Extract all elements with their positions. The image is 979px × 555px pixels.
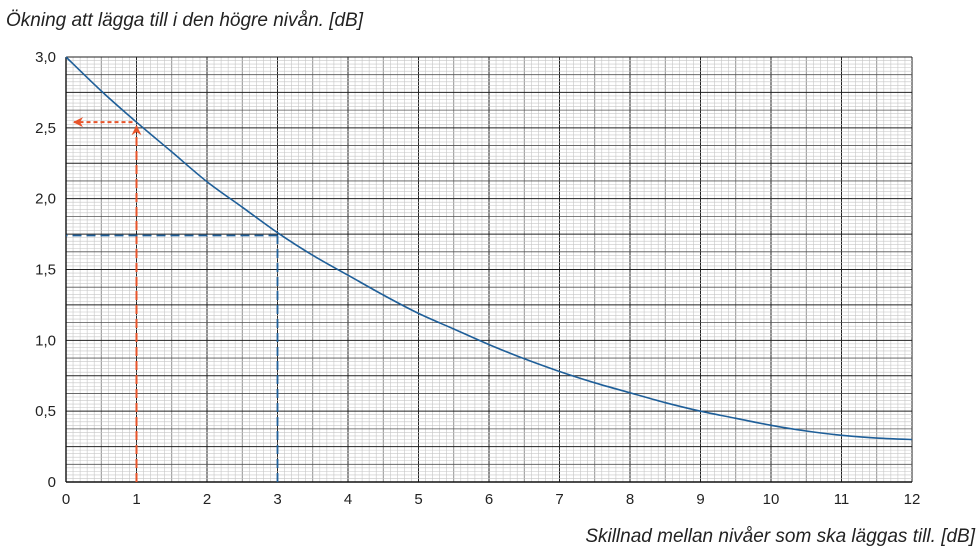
guide-lines — [66, 117, 279, 482]
x-tick-label: 9 — [696, 491, 704, 508]
x-axis-label: Skillnad mellan nivåer som ska läggas ti… — [585, 526, 975, 547]
x-tick-label: 0 — [62, 491, 70, 508]
x-tick-label: 5 — [414, 491, 422, 508]
x-tick-label: 4 — [344, 491, 352, 508]
x-tick-label: 12 — [904, 491, 921, 508]
y-tick-label: 0,5 — [35, 403, 56, 420]
y-tick-label: 1,0 — [35, 332, 56, 349]
y-tick-label: 2,5 — [35, 120, 56, 137]
x-tick-label: 2 — [203, 491, 211, 508]
curves — [65, 56, 913, 441]
y-tick-label: 1,5 — [35, 262, 56, 279]
y-tick-label: 2,0 — [35, 191, 56, 208]
series-line-0 — [65, 56, 913, 441]
x-tick-label: 11 — [834, 491, 850, 508]
x-ticks: 0 1 2 3 4 5 6 7 8 9 10 11 12 — [62, 491, 921, 508]
y-axis-label: Ökning att lägga till i den högre nivån.… — [6, 10, 364, 31]
x-tick-label: 3 — [273, 491, 281, 508]
x-tick-label: 6 — [485, 491, 493, 508]
x-tick-label: 8 — [626, 491, 634, 508]
y-ticks: 0 0,5 1,0 1,5 2,0 2,5 3,0 — [35, 49, 56, 491]
x-tick-label: 10 — [763, 491, 780, 508]
y-tick-label: 3,0 — [35, 49, 56, 66]
x-tick-label: 7 — [555, 491, 563, 508]
x-tick-label: 1 — [132, 491, 140, 508]
y-tick-label: 0 — [48, 474, 56, 491]
grid — [65, 56, 913, 483]
